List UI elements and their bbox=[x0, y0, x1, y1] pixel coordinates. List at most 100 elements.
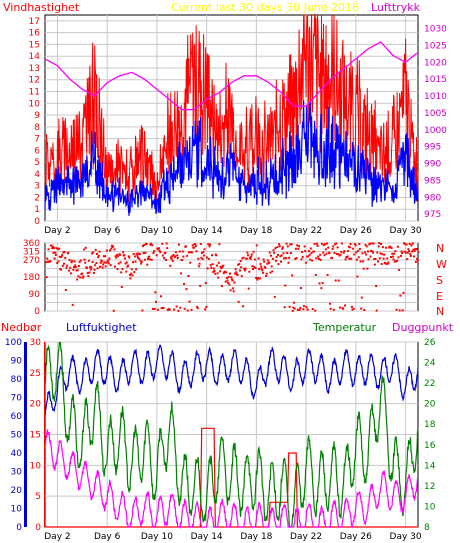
direction-point bbox=[96, 252, 98, 255]
direction-point bbox=[182, 255, 185, 258]
direction-point bbox=[258, 268, 261, 270]
direction-point bbox=[183, 283, 185, 286]
direction-point bbox=[145, 243, 148, 246]
direction-point bbox=[79, 259, 82, 262]
direction-point bbox=[396, 245, 399, 248]
direction-point bbox=[342, 307, 345, 310]
direction-point bbox=[337, 253, 340, 256]
direction-point bbox=[396, 259, 399, 262]
direction-point bbox=[76, 269, 79, 272]
direction-point bbox=[114, 265, 116, 268]
direction-point bbox=[377, 245, 380, 248]
direction-point bbox=[120, 271, 123, 274]
direction-point bbox=[301, 251, 304, 253]
bottom-x-tick-label: Day 18 bbox=[240, 532, 272, 542]
direction-point bbox=[363, 251, 366, 254]
direction-point bbox=[359, 260, 362, 263]
direction-point bbox=[162, 307, 165, 309]
direction-point bbox=[301, 255, 304, 258]
temperature-y-tick-label: 8 bbox=[424, 523, 430, 533]
direction-point bbox=[380, 263, 383, 265]
direction-point bbox=[159, 251, 162, 254]
direction-point bbox=[137, 252, 140, 255]
direction-point bbox=[264, 266, 267, 269]
bottom-x-tick-label: Day 2 bbox=[44, 532, 70, 542]
direction-point bbox=[179, 272, 182, 275]
direction-point bbox=[324, 248, 327, 251]
direction-point bbox=[354, 244, 357, 247]
direction-point bbox=[153, 250, 156, 253]
direction-point bbox=[177, 309, 180, 312]
direction-point bbox=[160, 307, 163, 310]
direction-point bbox=[191, 251, 194, 254]
temperature-y-tick-label: 12 bbox=[424, 482, 435, 492]
direction-point bbox=[160, 295, 162, 298]
direction-point bbox=[350, 305, 353, 308]
direction-point bbox=[134, 260, 137, 263]
direction-point bbox=[56, 248, 59, 251]
direction-point bbox=[296, 244, 299, 247]
direction-point bbox=[202, 254, 205, 257]
direction-point bbox=[395, 308, 398, 311]
wind-x-tick-label: Day 10 bbox=[141, 226, 173, 236]
direction-point bbox=[373, 263, 376, 266]
direction-point bbox=[337, 279, 340, 282]
direction-point bbox=[371, 250, 374, 253]
direction-point bbox=[241, 257, 244, 260]
direction-point bbox=[71, 303, 74, 306]
direction-point bbox=[91, 252, 93, 255]
direction-point bbox=[361, 252, 364, 255]
direction-point bbox=[265, 272, 268, 275]
direction-point bbox=[385, 262, 388, 265]
direction-point bbox=[303, 245, 306, 248]
direction-point bbox=[215, 254, 218, 257]
direction-point bbox=[82, 248, 85, 251]
direction-point bbox=[224, 270, 226, 273]
direction-point bbox=[109, 264, 112, 267]
direction-point bbox=[349, 243, 352, 245]
direction-point bbox=[274, 247, 277, 250]
direction-point bbox=[317, 258, 320, 260]
direction-point bbox=[67, 251, 70, 254]
direction-point bbox=[321, 242, 323, 245]
direction-point bbox=[320, 287, 323, 290]
direction-point bbox=[242, 305, 245, 308]
direction-point bbox=[319, 258, 322, 261]
direction-point bbox=[379, 252, 382, 255]
compass-labels: N W S E N bbox=[436, 242, 447, 318]
wind-x-tick-label: Day 18 bbox=[240, 226, 272, 236]
bottom-x-tick-label: Day 26 bbox=[340, 532, 372, 542]
direction-point bbox=[309, 258, 312, 261]
direction-point bbox=[151, 244, 154, 247]
direction-point bbox=[84, 261, 87, 264]
direction-point bbox=[107, 262, 110, 265]
pressure-y-tick-label: 1020 bbox=[424, 58, 447, 68]
direction-point bbox=[393, 260, 396, 263]
direction-point bbox=[399, 294, 402, 297]
direction-point bbox=[133, 255, 136, 258]
direction-point bbox=[374, 257, 377, 260]
direction-point bbox=[143, 243, 146, 246]
direction-point bbox=[202, 251, 205, 253]
direction-point bbox=[276, 253, 279, 256]
direction-point bbox=[54, 251, 57, 254]
bottom-dewpoint-label: Duggpunkt bbox=[392, 321, 454, 334]
direction-point bbox=[246, 251, 249, 254]
direction-point bbox=[295, 257, 298, 260]
direction-point bbox=[49, 260, 52, 263]
direction-point bbox=[143, 258, 146, 261]
direction-point bbox=[404, 243, 407, 246]
direction-point bbox=[176, 254, 179, 257]
direction-point bbox=[256, 278, 259, 281]
direction-point bbox=[311, 308, 314, 310]
direction-point bbox=[90, 266, 93, 269]
direction-point bbox=[75, 269, 78, 272]
direction-point bbox=[136, 254, 139, 257]
direction-point bbox=[403, 242, 406, 245]
direction-point bbox=[110, 247, 113, 250]
direction-y-tick-label: 0 bbox=[34, 307, 40, 317]
direction-point bbox=[222, 264, 225, 267]
direction-point bbox=[283, 257, 286, 260]
direction-point bbox=[187, 275, 190, 277]
direction-point bbox=[355, 251, 358, 254]
